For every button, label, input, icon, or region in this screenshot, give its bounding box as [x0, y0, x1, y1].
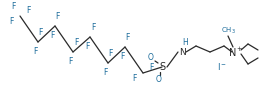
Text: F: F	[50, 31, 54, 40]
Text: O: O	[148, 52, 154, 61]
Text: F: F	[149, 63, 153, 72]
Text: O: O	[156, 74, 162, 83]
Text: F: F	[91, 23, 95, 32]
Text: F: F	[55, 12, 60, 21]
Text: F: F	[39, 28, 43, 37]
Text: F: F	[10, 17, 14, 26]
Text: F: F	[12, 2, 16, 11]
Text: S: S	[159, 62, 165, 72]
Text: F: F	[85, 42, 89, 51]
Text: F: F	[133, 74, 137, 83]
Text: F: F	[74, 38, 78, 47]
Text: N: N	[179, 48, 185, 57]
Text: F: F	[33, 47, 38, 56]
Text: I$^-$: I$^-$	[217, 61, 227, 72]
Text: F: F	[120, 52, 124, 61]
Text: H: H	[182, 38, 188, 47]
Text: F: F	[103, 68, 107, 77]
Text: F: F	[68, 57, 72, 66]
Text: F: F	[109, 49, 113, 58]
Text: F: F	[26, 6, 30, 15]
Text: CH$_3$: CH$_3$	[221, 26, 236, 36]
Text: F: F	[126, 33, 130, 42]
Text: N$^+$: N$^+$	[228, 45, 244, 59]
